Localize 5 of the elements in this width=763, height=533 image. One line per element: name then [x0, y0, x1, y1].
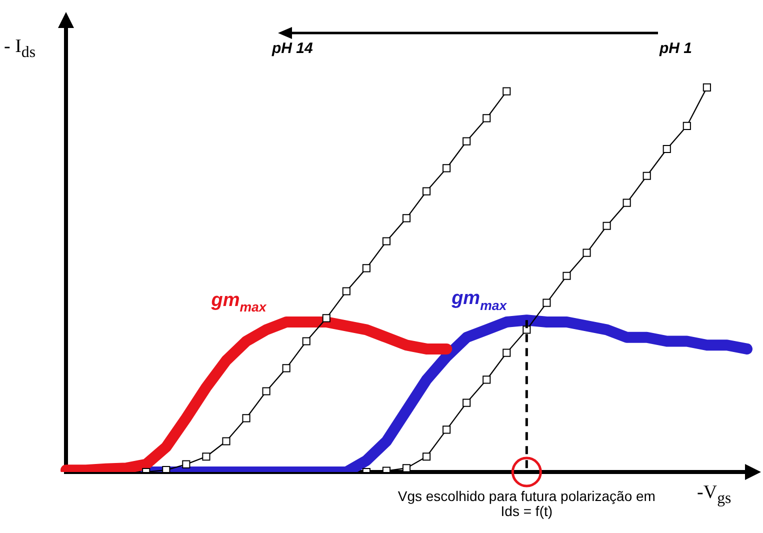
text: pH 14 [272, 40, 313, 57]
y-axis-title: - I$_{ds}$ [4, 36, 36, 62]
text: pH 1 [659, 40, 692, 57]
text: Vgs escolhido para futura polarização em Ids = f(t) [396, 488, 656, 519]
x-axis-title: -V$_{gs}$ [697, 482, 732, 508]
